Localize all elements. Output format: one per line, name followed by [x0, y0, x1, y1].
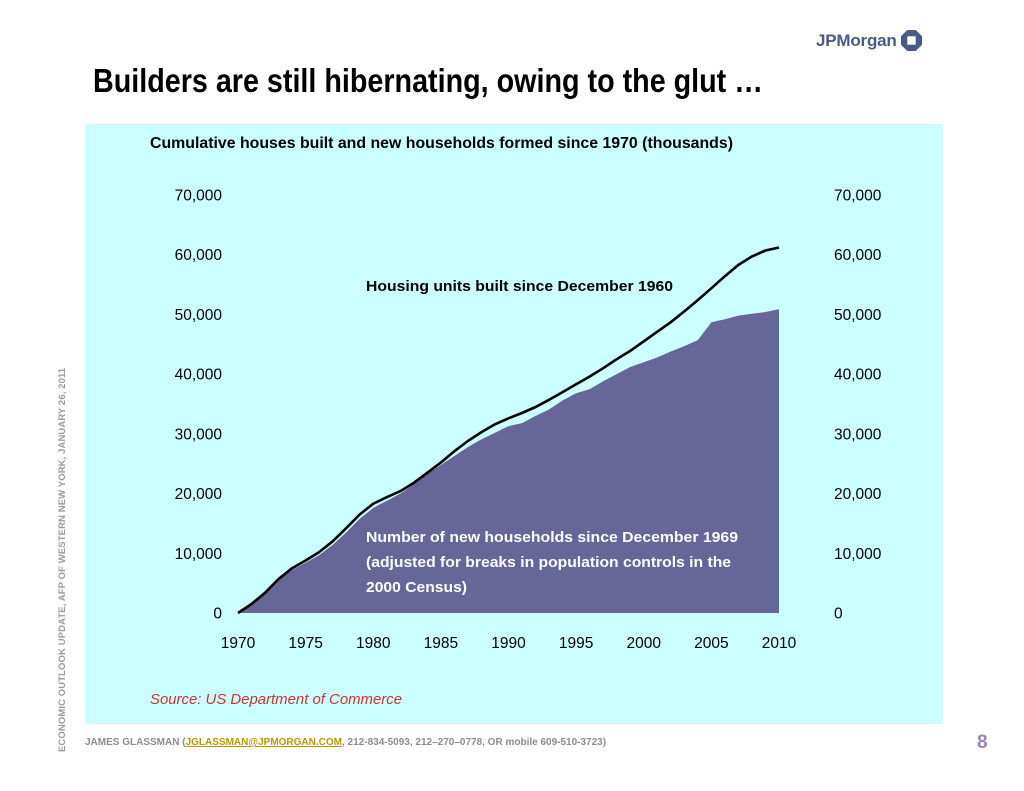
chart-source: Source: US Department of Commerce [150, 691, 402, 708]
y-tick-right: 60,000 [834, 247, 882, 264]
y-tick-left: 70,000 [175, 188, 223, 205]
x-tick: 2005 [694, 635, 728, 652]
slide-title: Builders are still hibernating, owing to… [93, 62, 763, 99]
households-label-line-3: 2000 Census) [366, 579, 467, 596]
chart-panel: Cumulative houses built and new househol… [85, 124, 943, 724]
y-tick-right: 20,000 [834, 486, 882, 503]
footer-email-link[interactable]: JGLASSMAN@JPMORGAN.COM [185, 737, 342, 748]
y-tick-right: 50,000 [834, 307, 882, 324]
x-tick: 1970 [221, 635, 256, 652]
y-tick-left: 30,000 [175, 426, 223, 443]
y-tick-right: 70,000 [834, 188, 882, 205]
footer-suffix: , 212-834-5093, 212–270–0778, OR mobile … [342, 737, 607, 748]
y-tick-left: 10,000 [175, 546, 223, 563]
logo-text: JPMorgan [816, 30, 897, 50]
y-tick-right: 30,000 [834, 426, 882, 443]
housing-units-line [237, 246, 780, 615]
x-axis: 1970 1975 1980 1985 1990 1995 2000 2005 2010 [221, 635, 797, 652]
households-label-line-1: Number of new households since December … [366, 529, 738, 546]
y-tick-left: 60,000 [175, 247, 223, 264]
y-tick-right: 40,000 [834, 367, 882, 384]
page-number: 8 [977, 732, 988, 753]
side-label: ECONOMIC OUTLOOK UPDATE, AFP OF WESTERN … [57, 367, 68, 752]
x-tick: 1985 [424, 635, 458, 652]
y-tick-right: 10,000 [834, 546, 882, 563]
jpmorgan-logo: JPMorgan [816, 30, 922, 51]
y-tick-left: 40,000 [175, 367, 223, 384]
housing-units-label: Housing units built since December 1960 [366, 278, 673, 295]
footer-prefix: JAMES GLASSMAN ( [85, 737, 186, 748]
y-axis-left: 0 10,000 20,000 30,000 40,000 50,000 60,000 70,… [175, 188, 223, 623]
x-tick: 2000 [627, 635, 662, 652]
households-area [238, 309, 779, 613]
jpmorgan-octagon-icon [900, 30, 922, 51]
y-tick-right: 0 [834, 606, 843, 623]
y-tick-left: 20,000 [175, 486, 223, 503]
x-tick: 1980 [356, 635, 391, 652]
chart: Cumulative houses built and new househol… [150, 135, 882, 708]
x-tick: 1975 [288, 635, 322, 652]
x-tick: 1995 [559, 635, 593, 652]
x-tick: 2010 [762, 635, 797, 652]
y-tick-left: 50,000 [175, 307, 223, 324]
y-tick-left: 0 [213, 606, 222, 623]
households-label-line-2: (adjusted for breaks in population contr… [366, 554, 731, 571]
x-tick: 1990 [491, 635, 526, 652]
y-axis-right: 0 10,000 20,000 30,000 40,000 50,000 60,000 70,… [834, 188, 882, 623]
footer-contact: JAMES GLASSMAN (JGLASSMAN@JPMORGAN.COM, … [85, 737, 606, 748]
chart-title: Cumulative houses built and new househol… [150, 135, 733, 152]
